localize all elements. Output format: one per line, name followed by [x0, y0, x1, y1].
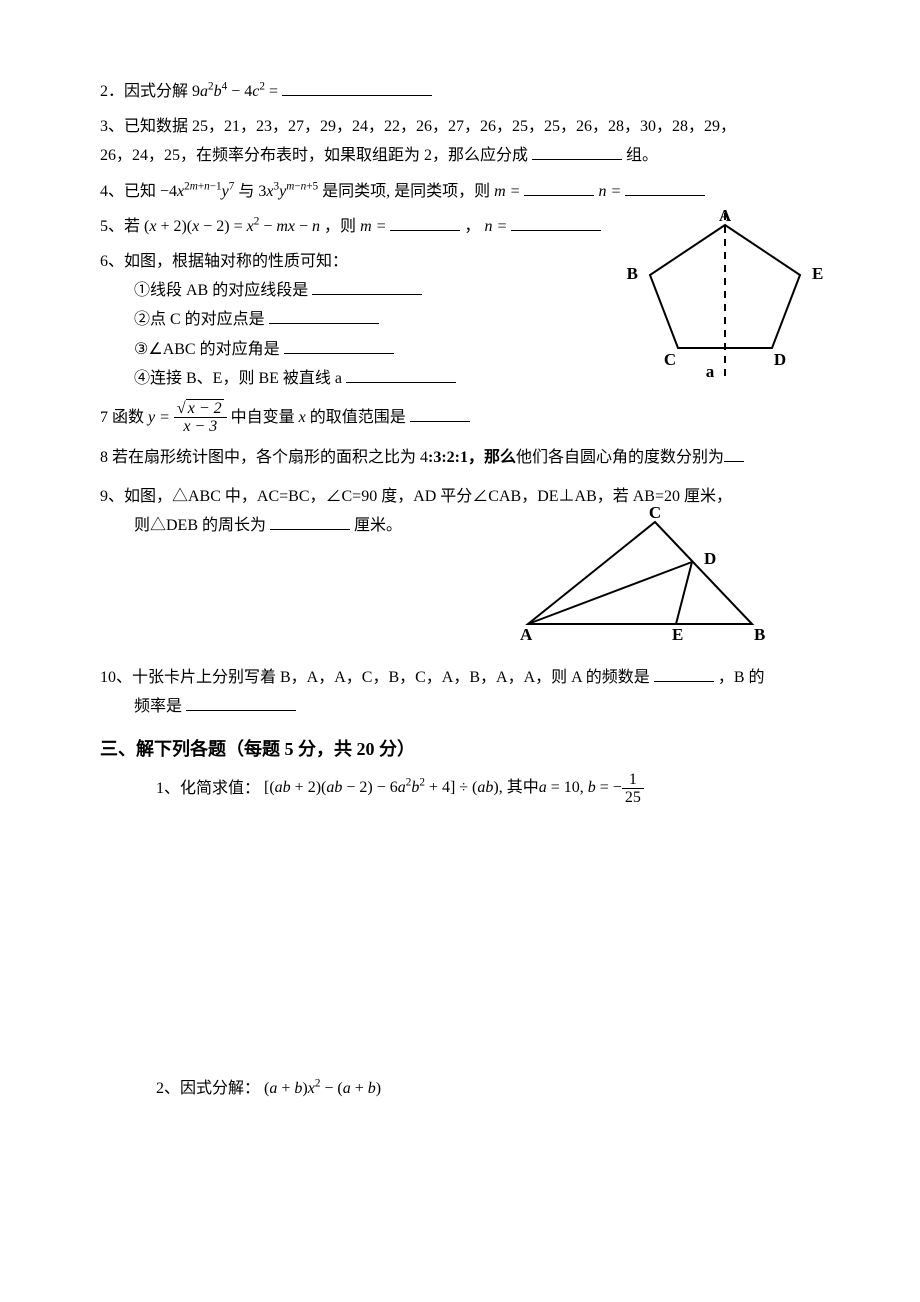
q10-blank2[interactable] [186, 694, 296, 711]
q7-yeq: y = [148, 409, 170, 426]
q7-x: x [299, 409, 306, 426]
q8-suffix: 他们各自圆心角的度数分别为 [516, 449, 724, 466]
q9-line1: 9、如图，△ABC 中，AC=BC，∠C=90 度，AD 平分∠CAB，DE⊥A… [100, 483, 830, 510]
q10-blank1[interactable] [654, 665, 714, 682]
s3q1-num: 1 [622, 771, 644, 790]
q3-suffix: 组。 [626, 147, 658, 164]
q10-l1suf: ，B 的 [718, 669, 765, 686]
q3-line2: 26，24，25，在频率分布表时，如果取组距为 2，那么应分成 [100, 147, 528, 164]
q6-l4: ④连接 B、E，则 BE 被直线 a [134, 370, 342, 387]
q7-suffix: 的取值范围是 [310, 409, 406, 426]
q9-line2suf: 厘米。 [354, 517, 402, 534]
question-6: 6、如图，根据轴对称的性质可知： ①线段 AB 的对应线段是 ②点 C 的对应点… [100, 248, 830, 392]
q2-expr: 9a2b4 − 4c2 = [192, 83, 278, 100]
svg-text:A: A [520, 625, 533, 644]
q5-prefix: 5、若 [100, 218, 144, 235]
q3-line1: 3、已知数据 25，21，23，27，29，24，22，26，27，26，25，… [100, 113, 830, 140]
q6-blank4[interactable] [346, 366, 456, 383]
q6-l3: ③∠ABC 的对应角是 [134, 341, 280, 358]
q5-n: n = [484, 218, 507, 235]
section-3-head: 三、解下列各题（每题 5 分，共 20 分） [100, 734, 830, 765]
q7-mid: 中自变量 [231, 409, 299, 426]
question-2: 2．因式分解 9a2b4 − 4c2 = [100, 78, 830, 105]
q3-blank[interactable] [532, 143, 622, 160]
q5-sep: ， [464, 218, 484, 235]
s3q2-expr: (a + b)x2 − (a + b) [264, 1080, 381, 1097]
q4-n: n = [598, 183, 621, 200]
q2-prefix: 2．因式分解 [100, 83, 188, 100]
q9-line2pre: 则△DEB 的周长为 [134, 517, 266, 534]
question-10: 10、十张卡片上分别写着 B，A，A，C，B，C，A，B，A，A，则 A 的频数… [100, 664, 830, 720]
q10-l1pre: 10、十张卡片上分别写着 B，A，A，C，B，C，A，B，A，A，则 A 的频数… [100, 669, 650, 686]
svg-text:E: E [672, 625, 683, 644]
work-space-1 [100, 815, 830, 1075]
q4-mid1: 与 [238, 183, 258, 200]
question-9: 9、如图，△ABC 中，AC=BC，∠C=90 度，AD 平分∠CAB，DE⊥A… [100, 483, 830, 651]
q4-mid2: 是同类项, 是同类项，则 [322, 183, 494, 200]
q5-m: m = [360, 218, 386, 235]
s3q1-frac: 1 25 [622, 771, 644, 807]
s3-question-1: 1、化简求值： [(ab + 2)(ab − 2) − 6a2b2 + 4] ÷… [100, 771, 830, 807]
question-8: 8 若在扇形统计图中，各个扇形的面积之比为 4:3:2:1，那么他们各自圆心角的… [100, 444, 830, 471]
s3q1-prefix: 1、化简求值： [156, 779, 260, 796]
svg-text:B: B [754, 625, 765, 644]
question-4: 4、已知 −4x2m+n−1y7 与 3x3ym−n+5 是同类项, 是同类项，… [100, 178, 830, 205]
svg-text:A: A [719, 206, 732, 225]
q8-blank[interactable] [724, 445, 744, 462]
q7-denominator: x − 3 [174, 418, 227, 436]
q7-numerator: √x − 2 [174, 400, 227, 419]
q6-blank3[interactable] [284, 337, 394, 354]
q4-prefix: 4、已知 [100, 183, 156, 200]
q4-m: m = [494, 183, 520, 200]
q2-blank[interactable] [282, 79, 432, 96]
q8-ratio: :3:2:1，那么 [428, 449, 516, 466]
q7-blank[interactable] [410, 405, 470, 422]
q6-l1: ①线段 AB 的对应线段是 [134, 282, 308, 299]
q8-prefix: 8 若在扇形统计图中，各个扇形的面积之比为 4 [100, 449, 428, 466]
q4-blank2[interactable] [625, 179, 705, 196]
q6-l2: ②点 C 的对应点是 [134, 311, 265, 328]
q9-blank[interactable] [270, 513, 350, 530]
q6-blank2[interactable] [269, 307, 379, 324]
q7-fraction: √x − 2 x − 3 [174, 400, 227, 436]
triangle-figure: CDAEB [510, 512, 770, 651]
q5-mid: ，则 [324, 218, 356, 235]
q5-expr: (x + 2)(x − 2) = x2 − mx − n [144, 218, 320, 235]
triangle-svg: CDAEB [510, 512, 770, 642]
svg-text:D: D [704, 549, 716, 568]
question-3: 3、已知数据 25，21，23，27，29，24，22，26，27，26，25，… [100, 113, 830, 169]
q5-blank1[interactable] [390, 214, 460, 231]
question-7: 7 函数 y = √x − 2 x − 3 中自变量 x 的取值范围是 [100, 400, 830, 436]
s3-question-2: 2、因式分解： (a + b)x2 − (a + b) [100, 1075, 830, 1102]
q7-prefix: 7 函数 [100, 409, 148, 426]
q10-l2pre: 频率是 [134, 698, 182, 715]
s3q1-expr: [(ab + 2)(ab − 2) − 6a2b2 + 4] ÷ (ab), 其… [264, 779, 622, 796]
q6-head: 6、如图，根据轴对称的性质可知： [100, 248, 830, 275]
q4-expr2: 3x3ym−n+5 [258, 183, 318, 200]
question-5: ABECDa 5、若 (x + 2)(x − 2) = x2 − mx − n … [100, 213, 830, 240]
q4-blank1[interactable] [524, 179, 594, 196]
q4-expr1: −4x2m+n−1y7 [160, 183, 234, 200]
s3q2-prefix: 2、因式分解： [156, 1080, 260, 1097]
q6-blank1[interactable] [312, 278, 422, 295]
s3q1-den: 25 [622, 789, 644, 807]
q5-blank2[interactable] [511, 214, 601, 231]
